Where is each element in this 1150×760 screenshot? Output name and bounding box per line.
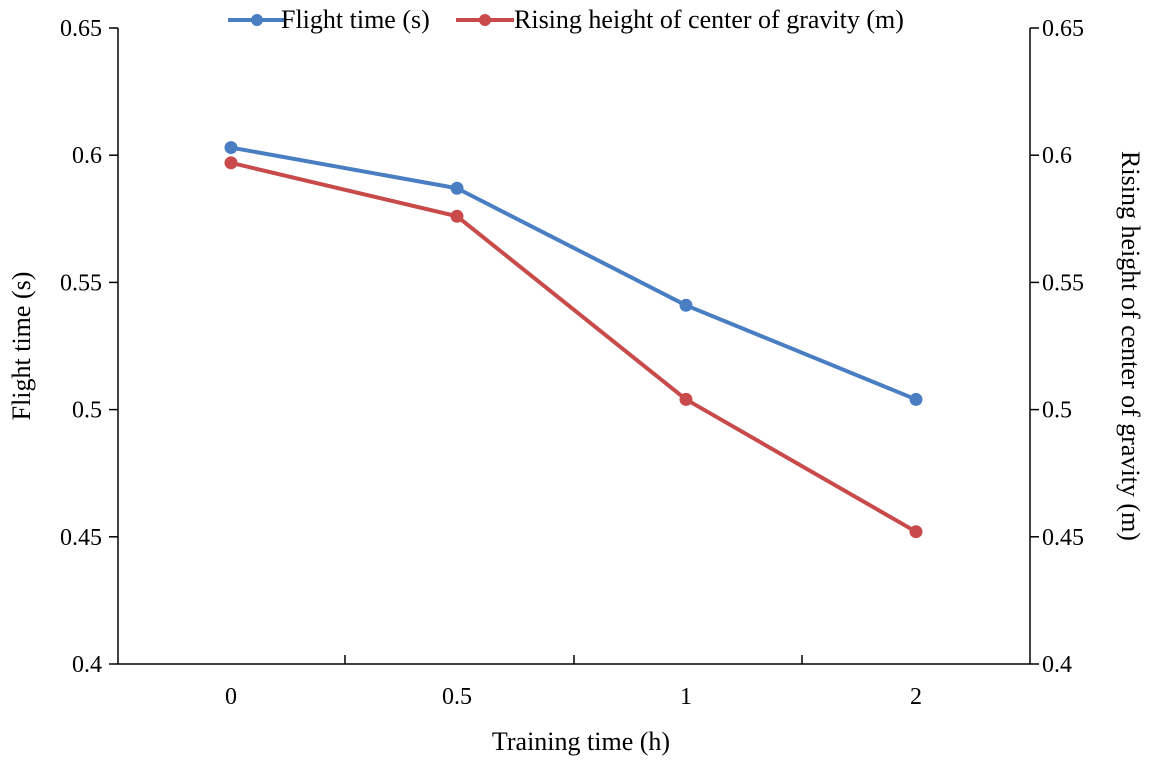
data-point-flight-time xyxy=(450,181,464,195)
left-tick-label: 0.65 xyxy=(60,16,102,42)
legend-marker-rising-height xyxy=(479,14,491,26)
data-point-flight-time xyxy=(909,392,923,406)
series-line-flight-time xyxy=(230,145,917,402)
axes-group xyxy=(117,28,1031,665)
series-line-rising-height xyxy=(230,160,917,534)
right-tick-label: 0.65 xyxy=(1042,16,1084,42)
left-tick-label: 0.6 xyxy=(72,143,102,169)
data-point-flight-time xyxy=(679,298,693,312)
legend: Flight time (s) Rising height of center … xyxy=(228,5,904,34)
x-tick-label: 2 xyxy=(910,684,922,710)
right-tick-label: 0.45 xyxy=(1042,525,1084,551)
right-tick-label: 0.55 xyxy=(1042,270,1084,296)
x-tick-label: 0.5 xyxy=(442,684,472,710)
left-tick-label: 0.4 xyxy=(72,652,102,678)
left-tick-label: 0.45 xyxy=(60,525,102,551)
left-axis-title: Flight time (s) xyxy=(7,272,36,421)
series-group xyxy=(224,141,923,539)
data-point-rising-height xyxy=(450,209,464,223)
data-point-rising-height xyxy=(909,525,923,539)
left-tick-label: 0.55 xyxy=(60,270,102,296)
data-point-flight-time xyxy=(224,141,238,155)
left-tick-label: 0.5 xyxy=(72,398,102,424)
legend-label-flight-time: Flight time (s) xyxy=(281,5,430,34)
x-tick-label: 1 xyxy=(680,684,692,710)
right-axis-title: Rising height of center of gravity (m) xyxy=(1116,151,1145,541)
data-point-rising-height xyxy=(679,392,693,406)
right-tick-label: 0.6 xyxy=(1042,143,1072,169)
legend-label-rising-height: Rising height of center of gravity (m) xyxy=(514,5,904,34)
right-tick-label: 0.5 xyxy=(1042,398,1072,424)
legend-marker-flight-time xyxy=(251,14,263,26)
x-tick-label: 0 xyxy=(225,684,237,710)
data-point-rising-height xyxy=(224,156,238,170)
right-tick-label: 0.4 xyxy=(1042,652,1072,678)
ticks-group: 0.4 0.45 0.5 0.55 0.6 0.65 0.4 0.45 0.5 0.55 0.6 0.… xyxy=(60,16,1084,710)
x-axis-title: Training time (h) xyxy=(492,727,670,756)
